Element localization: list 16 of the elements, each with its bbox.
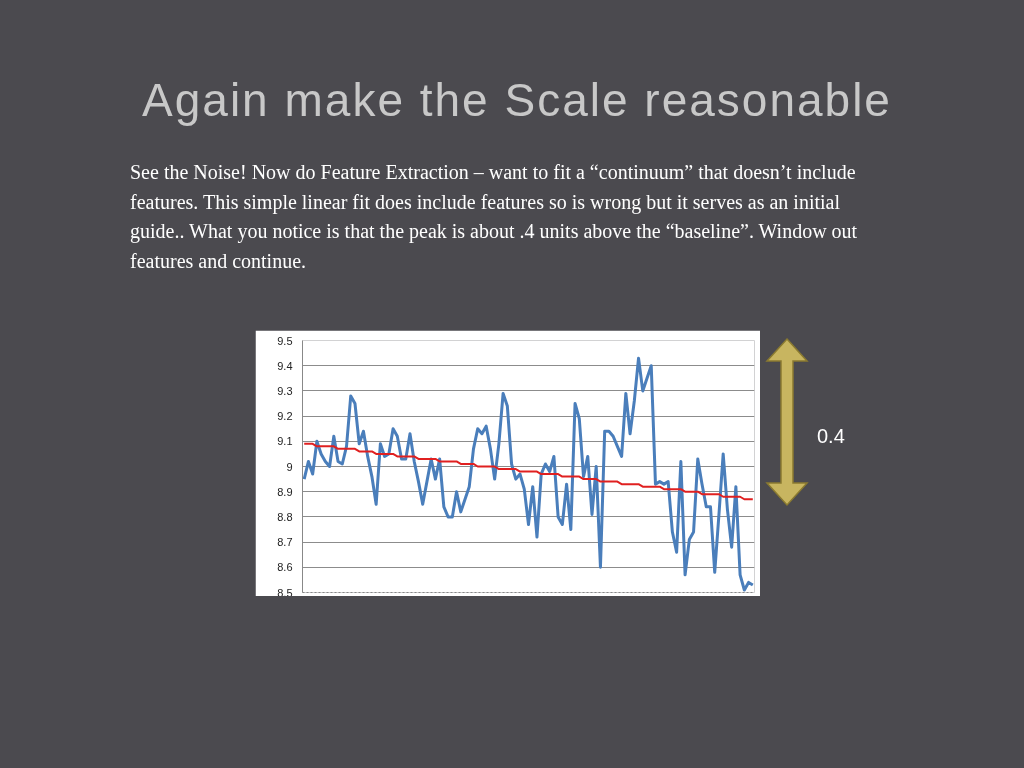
y-tick-label: 9.1 [277, 435, 293, 448]
chart-title: Again make the Scale reasonable [142, 74, 892, 126]
y-tick-label: 9.2 [277, 410, 293, 423]
y-tick-label: 8.9 [277, 485, 293, 498]
y-tick-label: 8.5 [277, 586, 293, 599]
y-tick-label: 8.8 [277, 510, 293, 523]
text: See the Noise! Now do Feature Extraction – want to fit a “continuum” that doesn’t include features. This simple linear fit does include features so is wrong but it serves as an initial guide.. What you notice is that the peak is about .4 units above the “baseline”. Window out features and continue. [130, 160, 859, 274]
line-series [303, 442, 754, 501]
y-tick-label: 8.7 [277, 536, 293, 549]
y-tick-label: 9.3 [277, 384, 293, 397]
line-series [302, 356, 755, 592]
y-tick-label: 9 [286, 460, 293, 473]
y-tick-label: 9.4 [277, 359, 293, 372]
y-tick-label: 8.6 [277, 561, 293, 574]
text: 0.4 [817, 425, 845, 447]
y-tick-label: 9.5 [277, 334, 293, 347]
